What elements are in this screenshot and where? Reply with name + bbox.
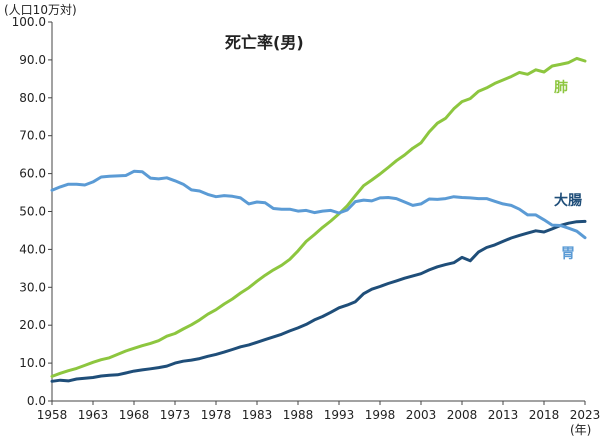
x-tick-label: 2023 (570, 408, 600, 422)
y-tick-label: 90.0 (19, 53, 46, 67)
y-tick-label: 80.0 (19, 91, 46, 105)
x-tick-label: 2008 (447, 408, 478, 422)
x-tick-label: 1993 (324, 408, 355, 422)
y-tick-label: 70.0 (19, 129, 46, 143)
y-tick-label: 20.0 (19, 318, 46, 332)
y-tick-label: 60.0 (19, 167, 46, 181)
y-tick-label: 100.0 (12, 15, 46, 29)
x-tick-label: 1968 (119, 408, 150, 422)
x-tick-label: 1978 (201, 408, 232, 422)
x-tick-label: 1973 (160, 408, 191, 422)
x-axis-unit-label: (年) (570, 423, 591, 437)
series-line-3 (50, 169, 587, 240)
x-tick-label: 2003 (406, 408, 437, 422)
series-label-3: 胃 (561, 246, 575, 262)
series-lines (50, 56, 587, 383)
x-tick-label: 1958 (37, 408, 68, 422)
x-tick-label: 2018 (529, 408, 560, 422)
y-tick-label: 10.0 (19, 356, 46, 370)
x-tick-label: 1998 (365, 408, 396, 422)
y-tick-label: 40.0 (19, 242, 46, 256)
series-line-1 (50, 56, 587, 378)
x-tick-label: 1983 (242, 408, 273, 422)
chart-title: 死亡率(男) (225, 33, 304, 52)
x-tick-label: 1988 (283, 408, 314, 422)
tick-labels: 0.0 10.0 20.0 30.0 40.0 50.0 60.0 70.0 80.0 90.0 1… (12, 15, 600, 422)
y-tick-label: 50.0 (19, 205, 46, 219)
x-tick-label: 1963 (78, 408, 109, 422)
series-line-2 (50, 219, 587, 383)
y-axis-unit-label: (人口10万対) (4, 3, 77, 17)
series-label-1: 肺 (554, 80, 568, 96)
y-tick-label: 0.0 (27, 394, 46, 408)
y-tick-label: 30.0 (19, 280, 46, 294)
series-label-2: 大腸 (554, 192, 582, 209)
x-tick-label: 2013 (488, 408, 519, 422)
